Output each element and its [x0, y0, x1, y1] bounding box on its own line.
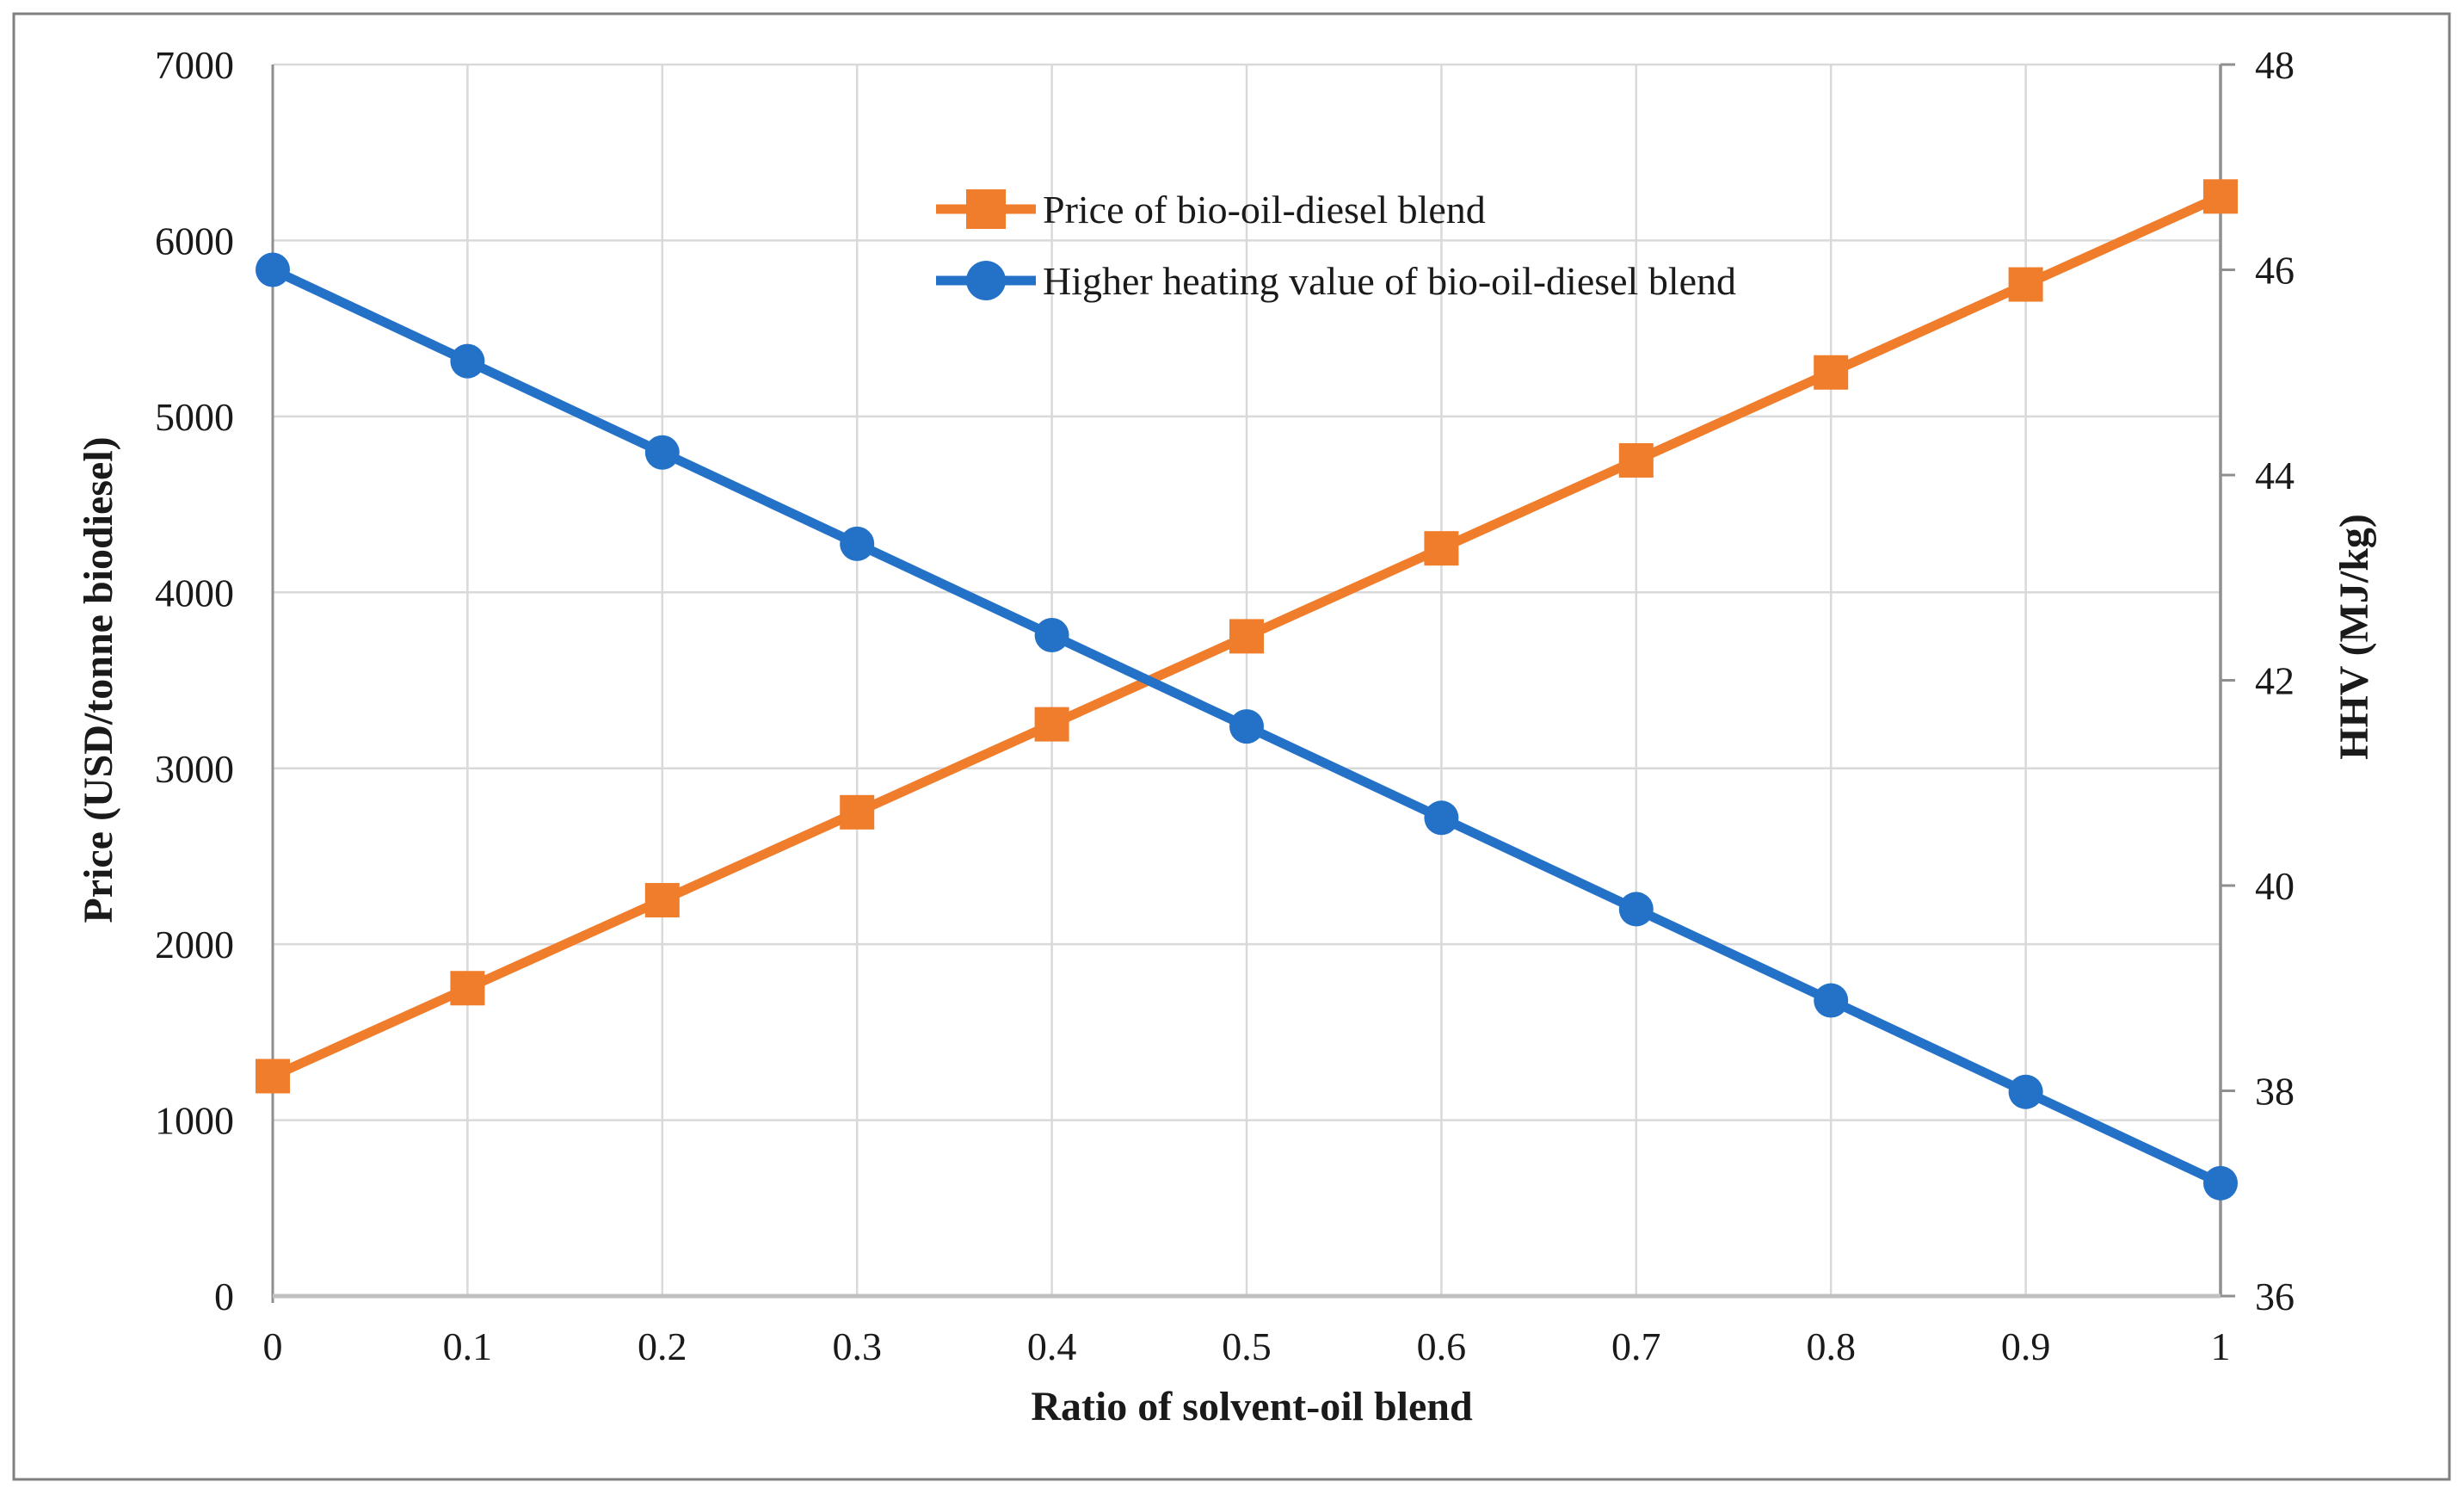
- series-hhv: [256, 252, 2238, 1201]
- data-point-marker-circle: [1424, 800, 1459, 836]
- right-axis-tick-label: 44: [2255, 454, 2295, 497]
- data-point-marker-circle: [2008, 1074, 2043, 1109]
- x-axis-tick-label: 0.2: [638, 1324, 687, 1368]
- right-axis-tick-label: 42: [2255, 659, 2295, 703]
- data-point-marker-square: [644, 883, 680, 918]
- data-point-marker-circle: [2203, 1165, 2238, 1201]
- data-point-marker-circle: [644, 435, 680, 470]
- right-axis-tick-label: 36: [2255, 1275, 2295, 1318]
- figure-frame-border: [12, 12, 2451, 1481]
- x-axis-tick-label: 0.7: [1611, 1324, 1661, 1368]
- data-point-marker-square: [1424, 531, 1459, 566]
- legend: Price of bio-oil-diesel blend Higher hea…: [936, 188, 1736, 303]
- series-price: [256, 179, 2238, 1094]
- legend-item-price-series: Price of bio-oil-diesel blend: [936, 188, 1486, 232]
- right-axis-tick-label: 46: [2255, 249, 2295, 293]
- left-y-axis-title: Price (USD/tonne biodiesel): [76, 436, 121, 923]
- left-axis-tick-label: 7000: [155, 43, 234, 87]
- data-point-marker-square: [840, 794, 875, 830]
- left-axis-tick-label: 1000: [155, 1099, 234, 1143]
- data-point-marker-circle: [1618, 892, 1654, 927]
- legend-swatch-square: [966, 189, 1006, 229]
- x-axis-tick-label: 0: [263, 1324, 283, 1368]
- data-point-marker-square: [450, 971, 485, 1006]
- data-point-marker-circle: [1814, 983, 1849, 1018]
- data-point-marker-square: [1814, 355, 1849, 390]
- x-axis-tick-label: 0.6: [1417, 1324, 1467, 1368]
- data-point-marker-square: [1229, 619, 1264, 654]
- right-axis-tick-label: 38: [2255, 1070, 2295, 1114]
- left-axis-tick-label: 4000: [155, 571, 234, 614]
- x-axis-tick-label: 1: [2211, 1324, 2231, 1368]
- left-axis-tick-label: 0: [214, 1275, 234, 1318]
- x-axis-tick-label: 0.3: [832, 1324, 882, 1368]
- legend-label-price-series: Price of bio-oil-diesel blend: [1043, 188, 1486, 232]
- left-axis-tick-label: 3000: [155, 747, 234, 791]
- data-point-marker-circle: [1034, 618, 1069, 653]
- series-layer: [256, 179, 2238, 1201]
- data-point-marker-square: [2008, 267, 2043, 302]
- x-axis-tick-label: 0.9: [2001, 1324, 2051, 1368]
- right-axis-tick-label: 40: [2255, 864, 2295, 908]
- right-axis-tick-label: 48: [2255, 43, 2295, 87]
- legend-item-hhv-series: Higher heating value of bio-oil-diesel b…: [936, 259, 1736, 303]
- gridlines: [273, 63, 2221, 1296]
- data-point-marker-circle: [840, 526, 875, 561]
- x-axis-tick-label: 0.5: [1222, 1324, 1272, 1368]
- data-point-marker-square: [256, 1059, 290, 1094]
- x-axis-tick-label: 0.8: [1806, 1324, 1856, 1368]
- data-point-marker-square: [2203, 179, 2238, 214]
- data-point-marker-square: [1618, 442, 1654, 478]
- x-axis-tick-label: 0.1: [443, 1324, 493, 1368]
- right-y-axis-title: HHV (MJ/kg): [2332, 514, 2377, 760]
- axes: [271, 63, 2235, 1303]
- data-point-marker-square: [1034, 707, 1069, 742]
- data-point-marker-circle: [1229, 709, 1264, 744]
- data-point-marker-circle: [256, 252, 290, 287]
- tick-labels: 0 1000 2000 3000 4000 5000 6000 7000 36 38 40 42 44 4…: [155, 43, 2295, 1368]
- legend-label-hhv-series: Higher heating value of bio-oil-diesel b…: [1043, 259, 1736, 303]
- left-axis-tick-label: 2000: [155, 923, 234, 966]
- data-point-marker-circle: [450, 343, 485, 379]
- x-axis-title: Ratio of solvent-oil blend: [1031, 1384, 1473, 1429]
- legend-swatch-circle: [966, 261, 1006, 300]
- x-axis-tick-label: 0.4: [1027, 1324, 1077, 1368]
- left-axis-tick-label: 5000: [155, 395, 234, 439]
- left-axis-tick-label: 6000: [155, 219, 234, 263]
